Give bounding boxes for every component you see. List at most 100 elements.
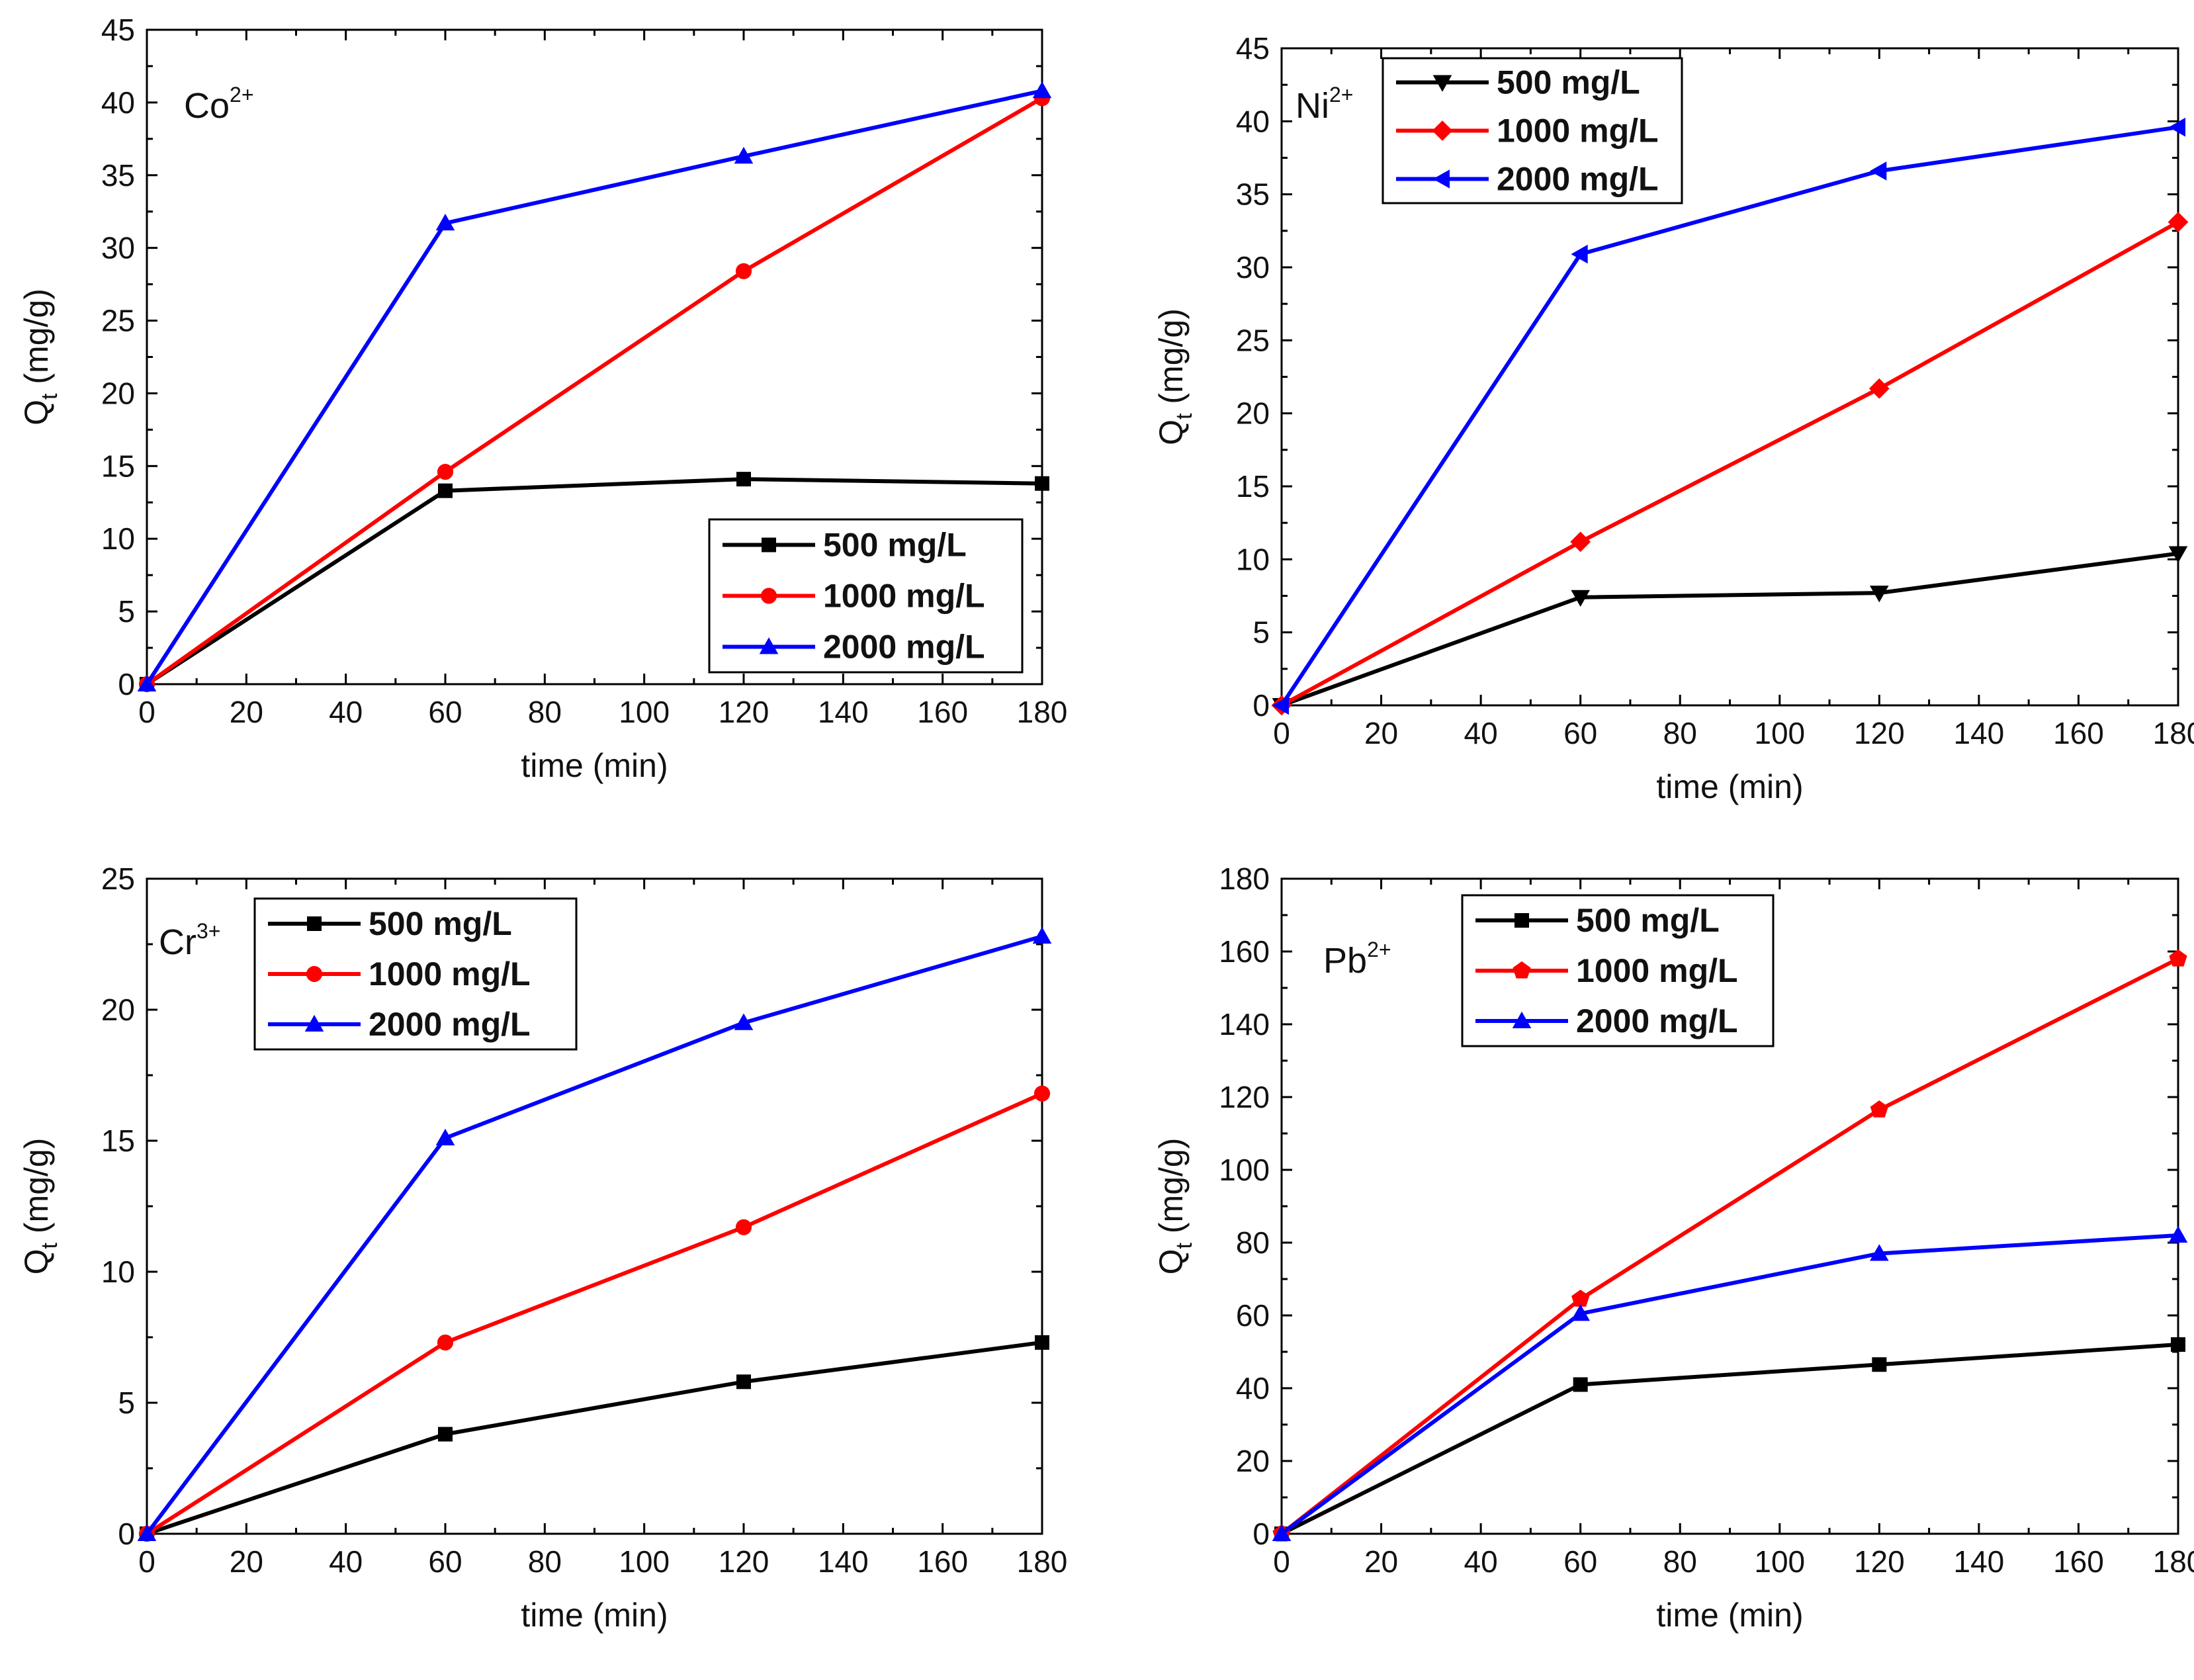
x-tick-label: 0: [1273, 1544, 1290, 1579]
data-point: [1570, 531, 1591, 553]
data-point: [1571, 1304, 1590, 1321]
data-point: [2169, 949, 2187, 967]
x-tick-label: 180: [1017, 695, 1068, 729]
series-line: [146, 477, 1043, 686]
y-tick-label: 0: [1252, 688, 1270, 723]
x-tick-label: 100: [1754, 716, 1805, 750]
legend-marker: [1432, 75, 1452, 92]
y-tick-label: 45: [1236, 31, 1270, 66]
x-tick-label: 100: [619, 1544, 670, 1579]
y-tick-label: 120: [1219, 1080, 1270, 1114]
series-line: [145, 934, 1043, 1535]
x-tick-label: 80: [528, 1544, 562, 1579]
data-point: [736, 1374, 751, 1390]
y-tick-label: 160: [1219, 934, 1270, 969]
y-tick-label: 140: [1219, 1007, 1270, 1041]
data-point: [1872, 1357, 1887, 1372]
x-tick-label: 100: [619, 695, 670, 729]
legend-marker: [1432, 169, 1450, 189]
data-point: [437, 464, 454, 480]
legend: 500 mg/L 1000 mg/L 2000 mg/L: [1461, 894, 1775, 1047]
data-point: [137, 674, 157, 691]
series-2000-mg-l: [1272, 117, 2185, 715]
x-tick-label: 60: [428, 695, 462, 729]
legend-label: 2000 mg/L: [1497, 161, 1659, 198]
chart-panel-ni: 0 20 40 60 80 100 120 140 160 180 0 5 10 15 20 25 30 35 40…: [1153, 31, 2194, 805]
data-point: [735, 1219, 752, 1235]
data-point: [438, 1427, 453, 1442]
series-line: [1280, 1233, 2179, 1536]
legend-label: 500 mg/L: [369, 905, 512, 942]
ion-label: Cr3+: [159, 919, 220, 962]
data-point: [1571, 244, 1588, 264]
x-tick-label: 40: [1464, 1544, 1498, 1579]
y-axis-title: Qt (mg/g): [1153, 308, 1197, 445]
series-line: [1280, 957, 2179, 1536]
x-tick-label: 180: [2153, 716, 2194, 750]
y-tick-label: 20: [101, 993, 135, 1027]
x-tick-label: 80: [528, 695, 562, 729]
y-tick-label: 5: [118, 1386, 135, 1420]
legend: 500 mg/L 1000 mg/L 2000 mg/L: [253, 897, 578, 1051]
data-point: [1870, 161, 1887, 181]
x-tick-label: 40: [329, 1544, 363, 1579]
x-axis-title: time (min): [1656, 1597, 1803, 1634]
legend-marker: [304, 1014, 324, 1032]
series-line: [1280, 551, 2179, 707]
x-tick-label: 20: [1364, 716, 1398, 750]
y-tick-label: 60: [1236, 1298, 1270, 1333]
legend: 500 mg/L 1000 mg/L 2000 mg/L: [708, 518, 1024, 674]
data-point: [2168, 212, 2189, 232]
y-tick-label: 30: [1236, 250, 1270, 285]
x-tick-label: 160: [917, 695, 968, 729]
legend-label: 2000 mg/L: [1576, 1002, 1738, 1039]
series-line: [1280, 125, 2179, 707]
y-tick-label: 5: [1252, 615, 1270, 650]
data-point: [1035, 476, 1049, 491]
legend-label: 500 mg/L: [1576, 902, 1720, 939]
legend-label: 500 mg/L: [1497, 64, 1640, 101]
y-tick-label: 15: [101, 449, 135, 483]
data-point: [1868, 378, 1890, 399]
data-point: [435, 1128, 455, 1145]
legend-marker: [306, 965, 323, 983]
y-tick-label: 10: [1236, 542, 1270, 576]
y-tick-label: 40: [1236, 1371, 1270, 1405]
data-point: [1032, 926, 1052, 944]
x-tick-label: 120: [719, 695, 769, 729]
data-point: [1573, 1377, 1588, 1392]
data-point: [1272, 1524, 1292, 1541]
x-tick-label: 180: [2153, 1544, 2194, 1579]
legend-marker: [760, 588, 777, 604]
series-2000-mg-l: [137, 81, 1052, 691]
data-point: [736, 472, 751, 487]
data-point: [1272, 695, 1289, 715]
y-tick-label: 80: [1236, 1225, 1270, 1260]
y-tick-label: 10: [101, 1255, 135, 1289]
legend-marker: [1432, 120, 1453, 141]
series-line: [1280, 1343, 2179, 1536]
x-tick-label: 160: [2053, 716, 2104, 750]
x-tick-label: 60: [1563, 716, 1597, 750]
data-point: [1571, 590, 1590, 607]
x-tick-label: 120: [1854, 1544, 1905, 1579]
x-tick-label: 0: [138, 695, 155, 729]
x-tick-label: 20: [230, 1544, 263, 1579]
x-tick-label: 60: [1563, 1544, 1597, 1579]
x-tick-label: 140: [818, 695, 869, 729]
ion-label: Co2+: [184, 83, 254, 126]
data-point: [1035, 1335, 1049, 1350]
data-point: [734, 1013, 754, 1030]
x-tick-label: 80: [1663, 716, 1697, 750]
data-point: [735, 263, 752, 279]
data-point: [1571, 1290, 1590, 1307]
x-axis-title: time (min): [1656, 768, 1803, 805]
legend-label: 2000 mg/L: [369, 1006, 531, 1043]
legend-label: 1000 mg/L: [1576, 952, 1738, 989]
y-axis-title: Qt (mg/g): [1153, 1138, 1197, 1275]
x-tick-label: 160: [2053, 1544, 2104, 1579]
x-tick-label: 20: [230, 695, 263, 729]
data-point: [435, 214, 455, 231]
x-tick-label: 180: [1017, 1544, 1068, 1579]
